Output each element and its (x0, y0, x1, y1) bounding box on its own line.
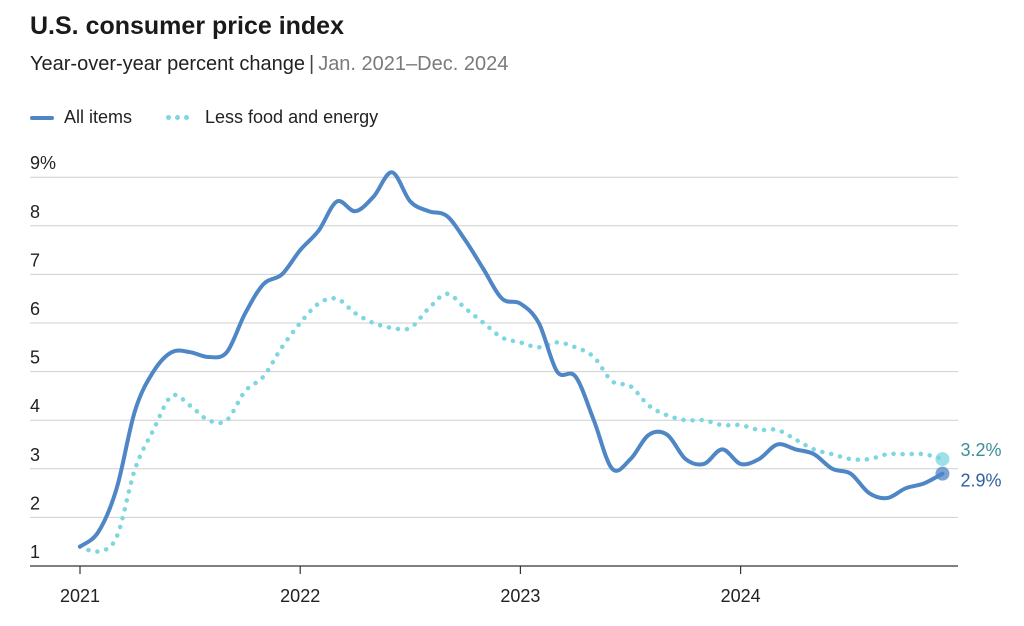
y-tick-label: 7 (30, 250, 40, 270)
end-marker-all-items (935, 466, 950, 481)
y-tick-label: 9% (30, 153, 56, 173)
end-label-less-food-and-energy: 3.2% (960, 440, 1001, 460)
y-tick-label: 5 (30, 348, 40, 368)
y-tick-label: 4 (30, 396, 40, 416)
legend: All items Less food and energy (30, 107, 412, 128)
end-marker-less-food-and-energy (935, 452, 950, 467)
legend-label-less-food-energy: Less food and energy (205, 107, 379, 127)
x-tick-label: 2024 (721, 586, 761, 606)
chart-title: U.S. consumer price index (30, 12, 344, 40)
x-tick-label: 2021 (60, 586, 100, 606)
subtitle-date-range: Jan. 2021–Dec. 2024 (318, 53, 509, 75)
y-tick-label: 8 (30, 202, 40, 222)
y-tick-label: 6 (30, 299, 40, 319)
legend-item-all-items: All items (30, 107, 132, 128)
end-label-all-items: 2.9% (960, 471, 1001, 491)
legend-item-less-food-energy: Less food and energy (166, 107, 378, 128)
subtitle-separator: | (308, 53, 315, 75)
y-tick-label: 1 (30, 542, 40, 562)
series-line-all-items (78, 170, 945, 549)
y-tick-label: 3 (30, 445, 40, 465)
x-tick-label: 2023 (500, 586, 540, 606)
legend-label-all-items: All items (64, 107, 133, 127)
legend-swatch-all-items (30, 115, 54, 120)
subtitle-text: Year-over-year percent change (30, 53, 305, 75)
chart-subtitle: Year-over-year percent change | Jan. 2021–… (30, 53, 508, 76)
series-line-less-food-and-energy (77, 291, 945, 554)
y-tick-label: 2 (30, 493, 40, 513)
legend-swatch-less-food-energy (166, 115, 193, 120)
x-tick-label: 2022 (280, 586, 320, 606)
